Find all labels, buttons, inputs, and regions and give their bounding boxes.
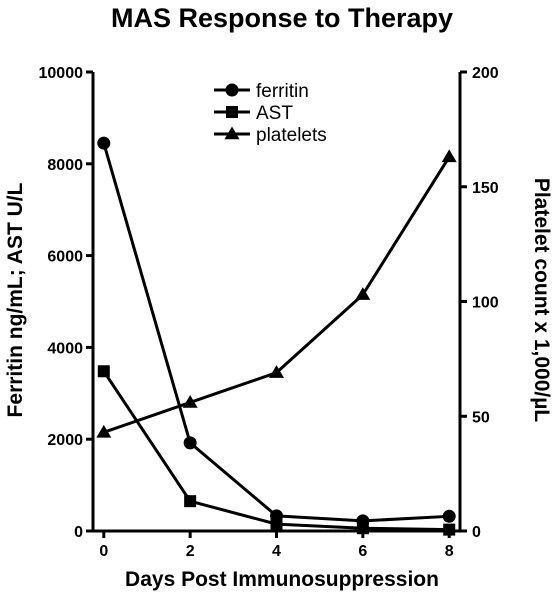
y-right-tick-label: 150 — [472, 180, 499, 197]
legend-marker-circle — [225, 83, 239, 97]
legend-item-platelets: platelets — [214, 125, 327, 146]
ferritin-point — [97, 136, 111, 150]
y-left-tick-label: 2000 — [47, 432, 83, 449]
y-left-tick-label: 8000 — [47, 157, 83, 174]
series-line-platelets — [103, 156, 451, 434]
chart-title: MAS Response to Therapy — [111, 3, 453, 33]
y-right-tick-label: 100 — [472, 295, 499, 312]
ast-point — [356, 522, 369, 535]
x-tick-label: 8 — [445, 543, 454, 560]
platelets-point — [182, 394, 198, 408]
legend-label-ast: AST — [256, 103, 293, 124]
series-layer — [96, 136, 457, 536]
ast-point — [443, 523, 456, 536]
ferritin-point — [183, 436, 197, 450]
legend-item-ast: AST — [214, 103, 293, 124]
series-line-ast — [102, 370, 450, 532]
y-axis-left-label: Ferritin ng/mL; AST U/L — [4, 182, 27, 417]
x-axis-label: Days Post Immunosuppression — [125, 568, 439, 591]
legend-marker-square — [226, 106, 238, 118]
platelets-point — [96, 424, 112, 438]
legend-item-ferritin: ferritin — [214, 81, 309, 102]
y-right-tick-label: 50 — [472, 409, 490, 426]
platelets-point — [269, 365, 284, 378]
legend-label-platelets: platelets — [256, 125, 327, 146]
y-axis-right-label: Platelet count x 1,000/µL — [530, 178, 553, 423]
x-tick-label: 2 — [186, 543, 195, 560]
x-tick-label: 4 — [272, 543, 281, 560]
ferritin-point — [442, 509, 456, 523]
y-right-tick-label: 200 — [472, 65, 499, 82]
platelets-point — [441, 149, 457, 163]
series-ast — [97, 365, 456, 536]
series-line-ferritin — [102, 142, 450, 523]
series-ferritin — [97, 136, 456, 528]
legend-label-ferritin: ferritin — [256, 81, 309, 102]
x-tick-label: 6 — [358, 543, 367, 560]
y-right-tick-label: 0 — [472, 524, 481, 541]
platelets-point — [355, 287, 371, 300]
ast-point — [184, 495, 197, 508]
x-tick-label: 0 — [99, 543, 108, 560]
y-left-tick-label: 4000 — [47, 340, 83, 357]
y-left-tick-label: 10000 — [39, 65, 84, 82]
legend-marker-triangle — [224, 126, 240, 140]
ast-point — [97, 365, 110, 378]
series-platelets — [96, 149, 457, 438]
ast-point — [270, 518, 283, 531]
y-left-tick-label: 0 — [74, 524, 83, 541]
y-left-tick-label: 6000 — [47, 249, 83, 266]
